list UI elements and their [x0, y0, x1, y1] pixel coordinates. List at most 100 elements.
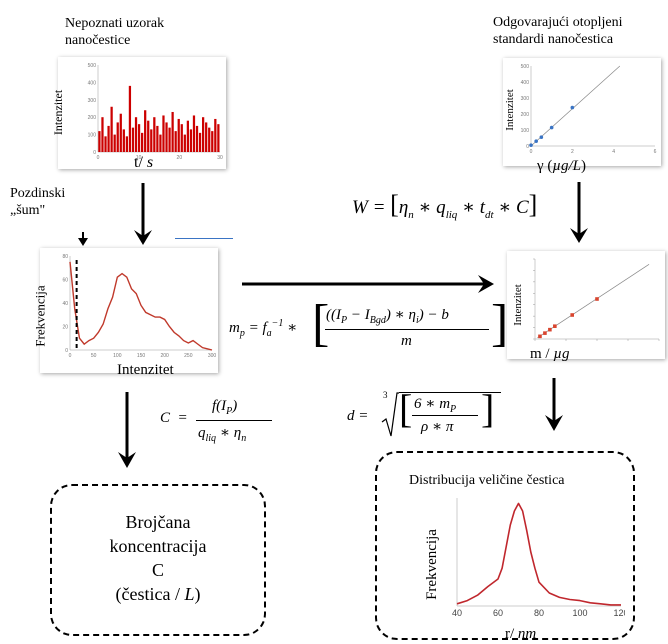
signal-bar [180, 124, 183, 152]
x-tick-label: 10 [136, 155, 142, 161]
signal-bar [144, 110, 147, 152]
signal-bar [113, 134, 116, 152]
arrowhead-down-right-2 [545, 415, 563, 431]
x-tick-label: 120 [613, 608, 625, 618]
size-distribution-xlabel: r/ nm [505, 626, 537, 642]
y-tick-label: 0 [93, 150, 96, 156]
formula-w: W = [ηn ∗ qliq ∗ tdt ∗ C] [352, 190, 538, 221]
signal-bar [162, 115, 165, 152]
y-tick-label: 0 [65, 348, 68, 354]
mass-calibration-ylabel: Intenzitet [511, 284, 524, 326]
mass-point [543, 331, 547, 335]
x-tick-label: 300 [208, 353, 217, 359]
signal-chart: 500 400 300 200 100 00 10 20 30 [88, 63, 223, 161]
y-tick-label: 20 [62, 325, 68, 331]
x-tick-label: 6 [654, 149, 657, 155]
size-distribution-chart: 40 60 80 100 120 [452, 498, 625, 618]
calibration-point [529, 143, 533, 147]
arrowhead-down-left-1 [134, 230, 152, 245]
size-distribution-line [456, 502, 621, 606]
signal-bar [150, 129, 153, 152]
size-distribution-panel: 40 60 80 100 120 Frekvencija [423, 494, 625, 622]
calibration-chart-panel: 500 400 300 200 100 0 0 2 4 6 Intenzitet [503, 58, 661, 166]
signal-bar [153, 117, 156, 152]
calibration-point [549, 125, 554, 130]
signal-bar [211, 131, 214, 152]
x-tick-label: 60 [493, 608, 503, 618]
signal-bar [116, 122, 119, 152]
y-tick-label: 60 [62, 278, 68, 284]
background-noise-label: Pozdinski „šum" [10, 186, 66, 218]
signal-bar [177, 118, 180, 152]
signal-bar [168, 127, 171, 152]
signal-chart-ylabel: Intenzitet [51, 89, 66, 136]
signal-bar [110, 106, 113, 152]
signal-bar [119, 113, 122, 152]
mass-point [553, 324, 557, 328]
y-tick-label: 500 [88, 63, 97, 69]
x-tick-label: 30 [217, 155, 223, 161]
number-concentration-box: Brojčana koncentracija C (čestica / L) [50, 484, 266, 636]
signal-bar [125, 136, 128, 152]
signal-bar [208, 127, 211, 152]
signal-chart-xlabel: t/ s [134, 154, 154, 171]
arrowhead-down-left-2 [118, 452, 136, 468]
mass-calibration-panel: Intenzitet [507, 251, 665, 359]
signal-bar [195, 125, 199, 152]
signal-bar [137, 124, 141, 152]
x-tick-label: 100 [113, 353, 122, 359]
x-tick-label: 100 [572, 608, 587, 618]
signal-bar [141, 132, 144, 152]
signal-bar [198, 132, 202, 152]
signal-bar [174, 131, 177, 152]
y-tick-label: 400 [521, 80, 530, 86]
signal-bar [205, 122, 208, 152]
box-left-line-1: Brojčana [125, 512, 191, 532]
mass-point [538, 334, 542, 339]
y-tick-label: 300 [521, 96, 530, 102]
sample-title: Nepoznati uzorak nanočestice [65, 16, 165, 48]
signal-bar [214, 118, 217, 152]
calibration-point [539, 135, 544, 139]
y-tick-label: 400 [88, 80, 97, 86]
signal-bar [101, 117, 104, 152]
y-tick-label: 80 [62, 254, 68, 260]
arrowhead-down-right-1 [570, 228, 588, 243]
calibration-fit-line [530, 65, 621, 147]
calibration-chart-xlabel: γ (µg/L) [537, 158, 587, 174]
blue-divider-3 [175, 238, 233, 239]
calibration-point [570, 105, 575, 110]
signal-bar [183, 134, 186, 152]
signal-bar [186, 120, 189, 152]
x-tick-label: 50 [91, 353, 97, 359]
calibration-point [534, 139, 538, 143]
size-distribution-box: Distribucija veličine čestica [375, 451, 635, 640]
x-tick-label: 0 [530, 149, 533, 155]
signal-bar [107, 125, 110, 152]
y-tick-label: 500 [521, 64, 530, 70]
x-tick-label: 40 [452, 608, 462, 618]
signal-bar [122, 129, 125, 152]
signal-bar [165, 122, 168, 152]
calibration-chart: 500 400 300 200 100 00 2 4 6 [521, 64, 657, 155]
signal-bar [202, 117, 205, 152]
box-left-line-3: C [151, 560, 164, 580]
mass-calibration-xlabel: m / µg [530, 346, 570, 362]
x-tick-label: 150 [137, 353, 146, 359]
arrowhead-down-noise [78, 238, 88, 246]
signal-chart-panel: 500 400 300 200 100 0 0 10 20 30 Intenzitet [51, 57, 226, 169]
signal-bar [131, 127, 135, 152]
signal-bar [134, 117, 138, 152]
y-tick-label: 100 [521, 128, 530, 134]
x-tick-label: 200 [160, 353, 169, 359]
signal-bar [128, 85, 132, 152]
x-tick-label: 20 [177, 155, 183, 161]
signal-bar [217, 124, 220, 152]
mass-point [595, 297, 599, 301]
x-tick-label: 80 [534, 608, 544, 618]
mass-point [570, 313, 574, 317]
signal-bar [192, 115, 196, 152]
x-tick-label: 4 [612, 149, 615, 155]
size-distribution-ylabel: Frekvencija [423, 529, 440, 600]
